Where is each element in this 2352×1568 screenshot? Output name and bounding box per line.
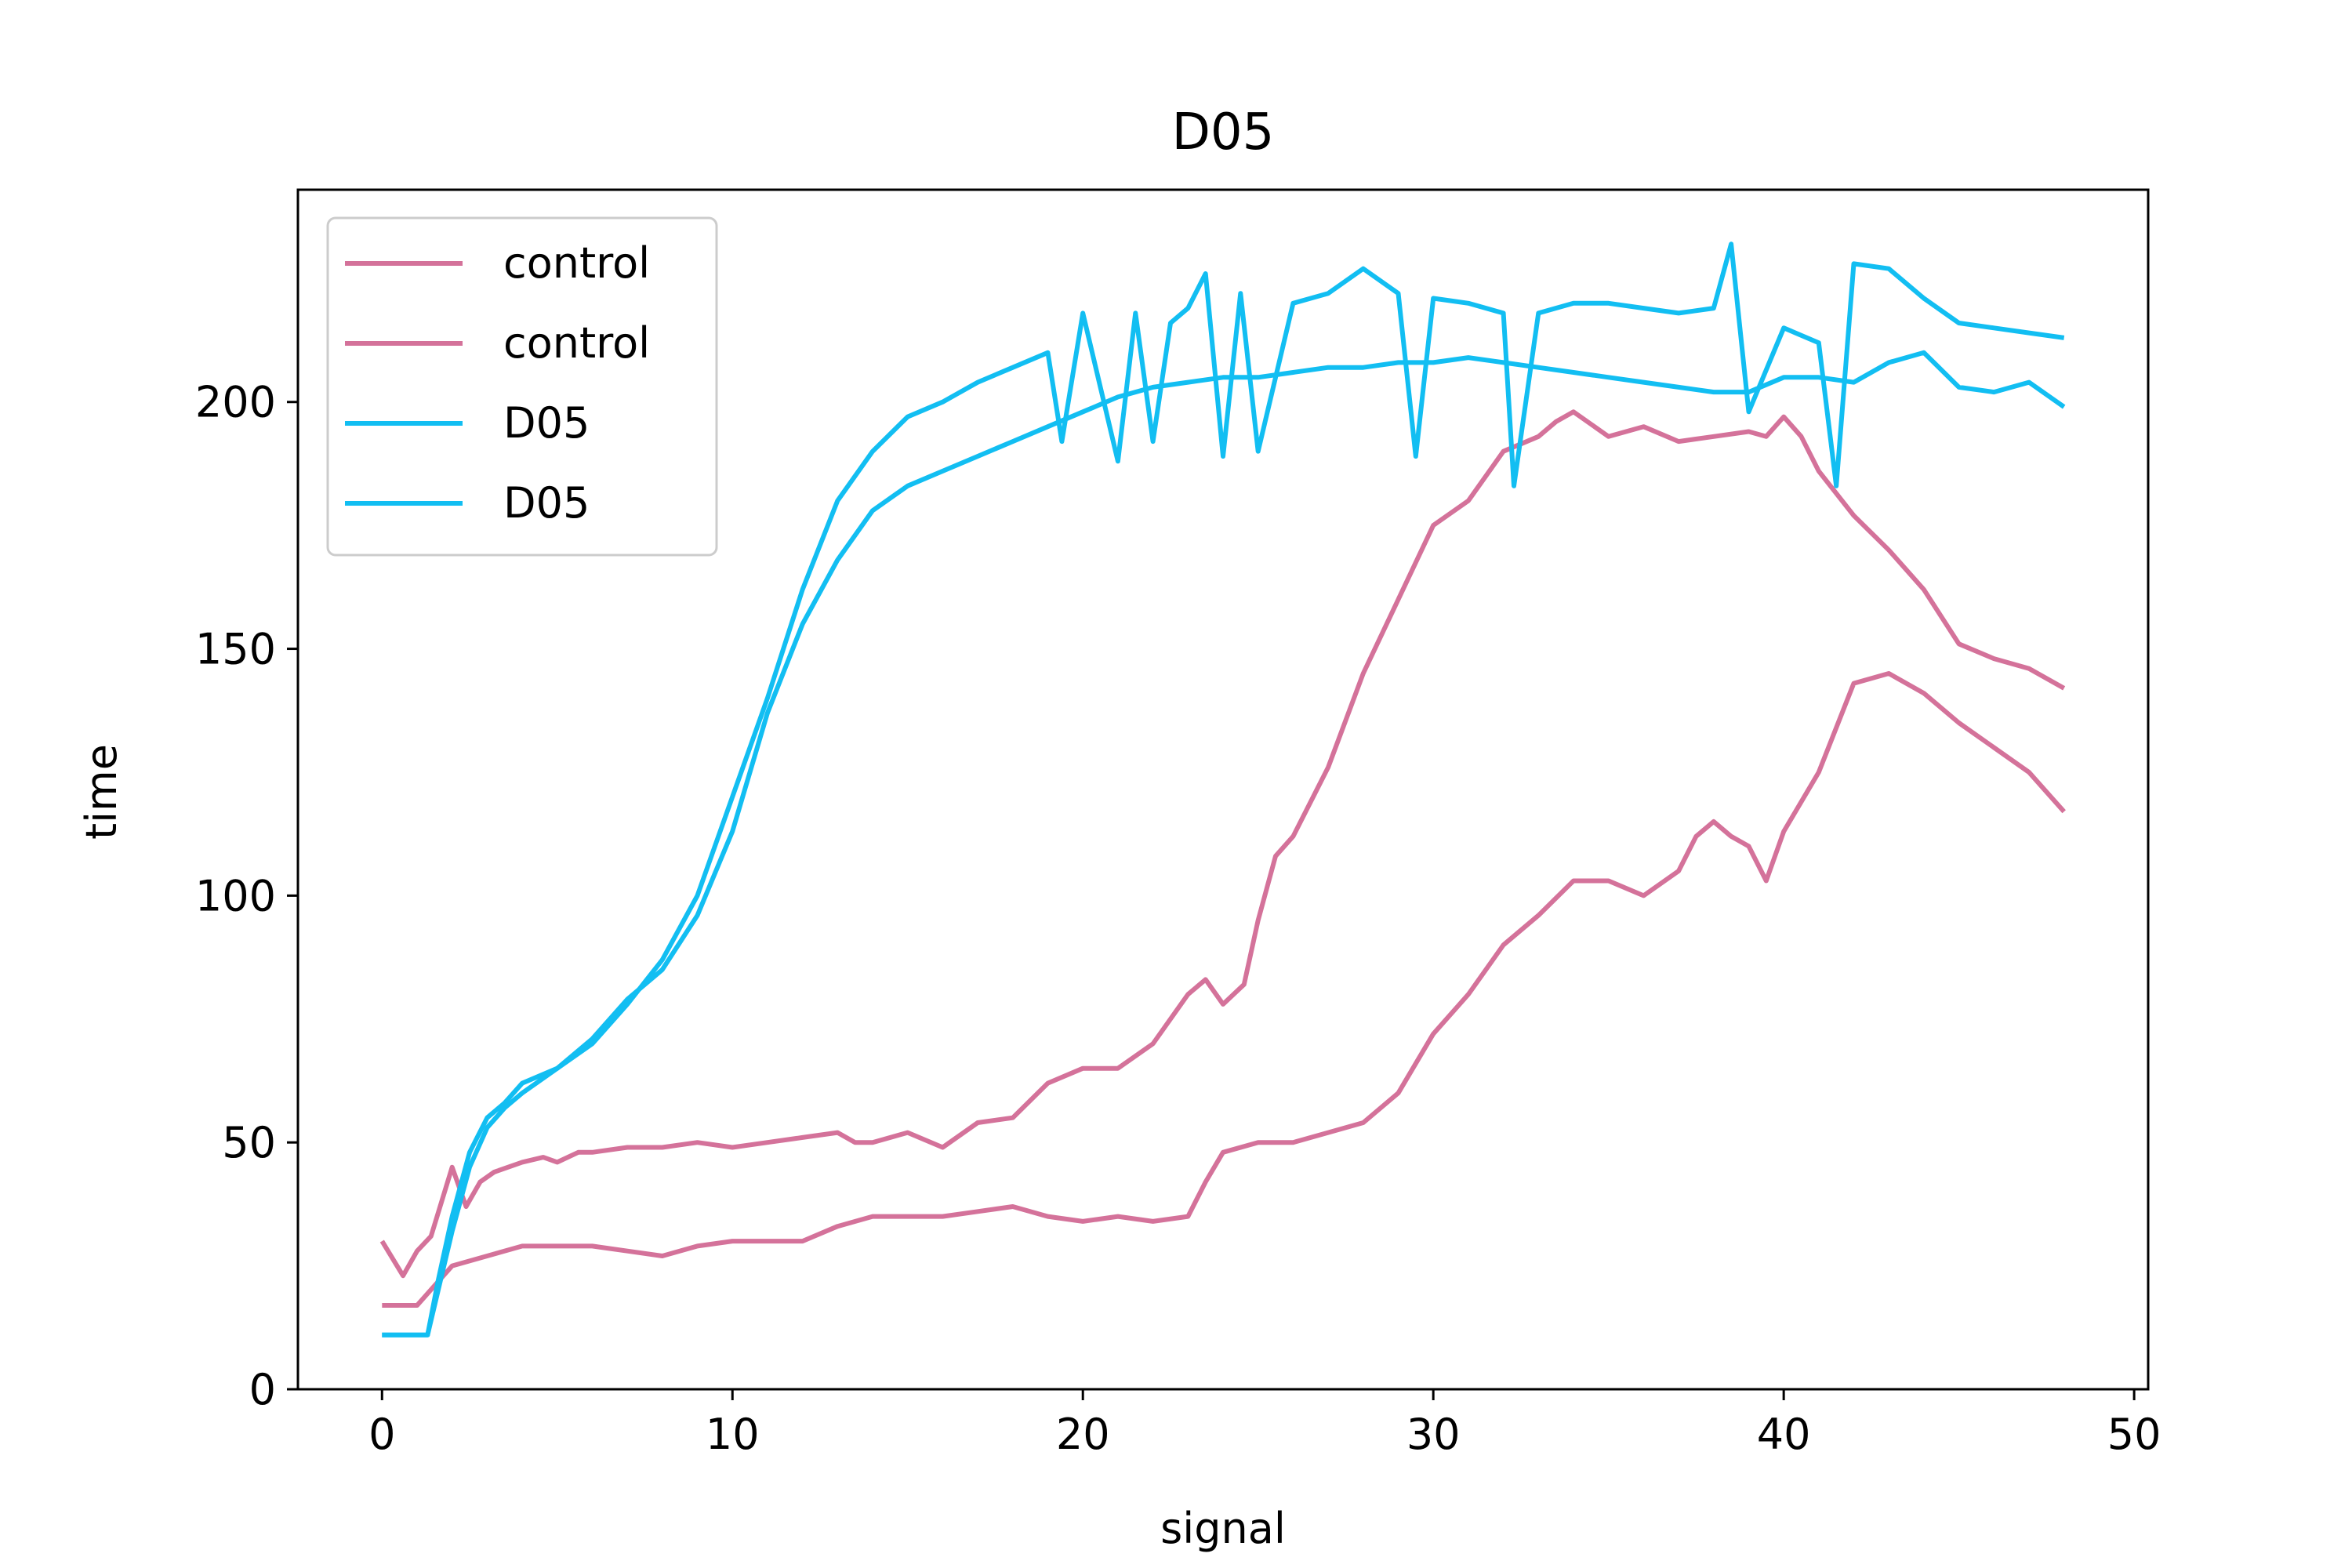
legend-label-d05-2: D05 <box>503 478 590 528</box>
legend: control control D05 D05 <box>326 216 718 557</box>
y-tick-label: 150 <box>195 625 276 674</box>
x-tick-label: 50 <box>2107 1410 2161 1459</box>
legend-label-control-2: control <box>503 318 650 368</box>
y-axis-label: time <box>77 744 126 840</box>
x-tick-label: 10 <box>706 1410 760 1459</box>
x-axis-label: signal <box>1160 1504 1286 1553</box>
axes-frame <box>296 188 2150 1391</box>
y-tick-label: 0 <box>249 1365 276 1414</box>
x-axis-ticks: 0 10 20 30 40 50 <box>368 1389 2161 1459</box>
x-tick-label: 30 <box>1406 1410 1461 1459</box>
series-line-d05-4 <box>382 350 2066 1338</box>
plot-lines <box>379 241 2066 1338</box>
y-tick-label: 100 <box>195 871 276 920</box>
chart-title: D05 <box>1172 103 1275 162</box>
series-line-control-1 <box>379 409 2066 1279</box>
x-tick-label: 20 <box>1056 1410 1110 1459</box>
series-line-control-2 <box>382 671 2066 1308</box>
legend-label-d05-1: D05 <box>503 398 590 448</box>
x-tick-label: 40 <box>1757 1410 1811 1459</box>
legend-box <box>326 216 718 557</box>
y-axis-ticks: 0 50 100 150 200 <box>195 378 298 1414</box>
y-tick-label: 200 <box>195 378 276 427</box>
legend-label-control-1: control <box>503 238 650 288</box>
y-tick-label: 50 <box>222 1118 276 1167</box>
x-tick-label: 0 <box>368 1410 395 1459</box>
